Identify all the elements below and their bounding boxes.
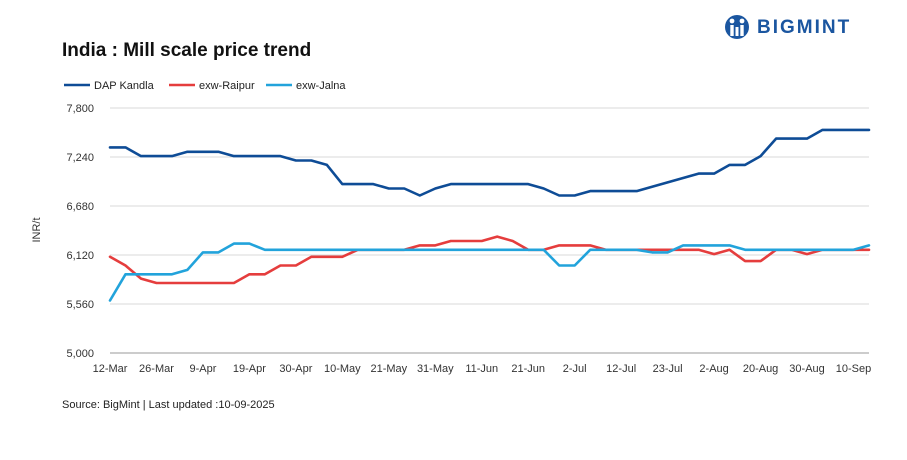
x-tick-label: 30-Aug — [789, 363, 824, 375]
y-tick-label: 6,120 — [66, 250, 94, 262]
series-line-dap-kandla — [108, 128, 871, 197]
x-tick-label: 26-Mar — [139, 363, 174, 375]
y-tick-label: 5,000 — [66, 348, 94, 360]
y-tick-label: 6,680 — [66, 201, 94, 213]
x-tick-label: 30-Apr — [279, 363, 312, 375]
y-tick-label: 7,800 — [66, 103, 94, 115]
y-tick-label: 7,240 — [66, 152, 94, 164]
legend-label: DAP Kandla — [94, 80, 155, 92]
x-tick-label: 10-May — [324, 363, 361, 375]
brand-name: BIGMINT — [757, 17, 852, 38]
y-tick-label: 5,560 — [66, 299, 94, 311]
chart-legend: DAP Kandla exw-Raipur exw-Jalna — [64, 80, 346, 92]
y-axis-label: INR/t — [31, 217, 43, 242]
bigmint-logo-icon — [725, 15, 749, 39]
legend-label: exw-Raipur — [199, 80, 255, 92]
x-tick-label: 11-Jun — [465, 363, 498, 375]
x-tick-label: 20-Aug — [743, 363, 778, 375]
x-tick-label: 12-Jul — [606, 363, 636, 375]
chart-title: India : Mill scale price trend — [62, 40, 312, 61]
x-tick-label: 19-Apr — [233, 363, 266, 375]
grid-lines — [110, 107, 869, 354]
x-tick-label: 10-Sep — [836, 363, 871, 375]
x-tick-label: 9-Apr — [189, 363, 216, 375]
legend-label: exw-Jalna — [296, 80, 346, 92]
x-tick-label: 23-Jul — [653, 363, 683, 375]
y-axis: 5,000 5,560 6,120 6,680 7,240 7,800 — [66, 103, 94, 360]
x-tick-label: 21-May — [370, 363, 407, 375]
series-line-exw-raipur — [108, 235, 871, 285]
x-tick-label: 2-Jul — [563, 363, 587, 375]
source-note: Source: BigMint | Last updated :10-09-20… — [62, 399, 275, 411]
x-tick-label: 31-May — [417, 363, 454, 375]
series-line-exw-jalna — [108, 242, 871, 302]
x-tick-label: 21-Jun — [511, 363, 545, 375]
series-group — [108, 128, 871, 302]
x-axis: 12-Mar 26-Mar 9-Apr 19-Apr 30-Apr 10-May 21-Ma… — [93, 363, 872, 375]
x-tick-label: 12-Mar — [93, 363, 128, 375]
x-tick-label: 2-Aug — [699, 363, 728, 375]
